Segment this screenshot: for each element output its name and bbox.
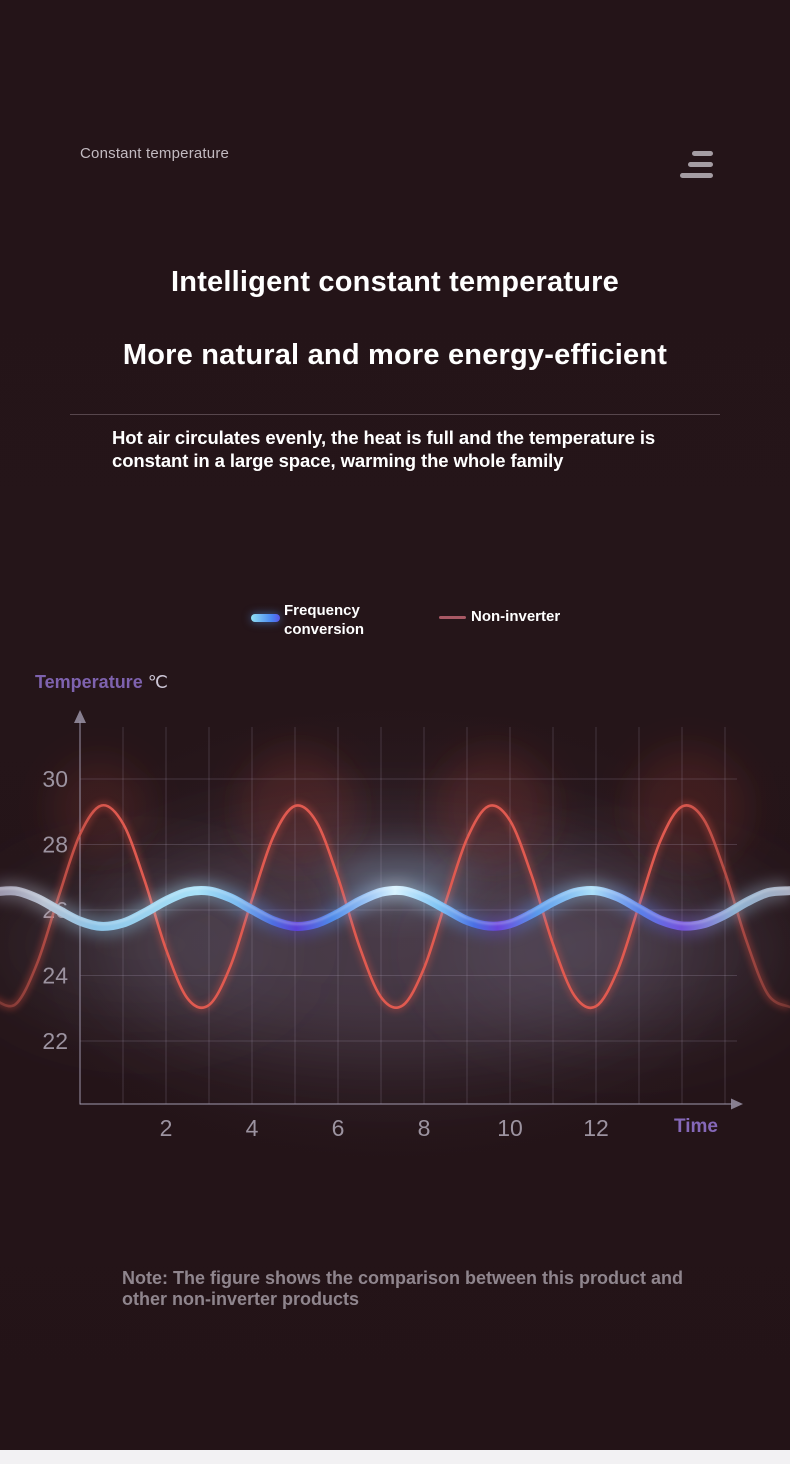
footnote-line1: Note: The figure shows the comparison be… — [122, 1268, 684, 1288]
hero-title: Intelligent constant temperature — [171, 266, 619, 298]
x-axis-title: Time — [674, 1116, 719, 1137]
series-frequency-conversion-line — [0, 885, 790, 931]
y-tick-label: 30 — [42, 766, 68, 792]
legend-frequency-label: Frequency conversion — [284, 602, 365, 638]
series-frequency-conversion-highlight — [0, 886, 790, 926]
y-tick-label: 22 — [42, 1028, 68, 1054]
x-tick-label: 4 — [246, 1115, 259, 1141]
series-non-inverter-line — [0, 803, 790, 1010]
x-tick-label: 10 — [497, 1115, 523, 1141]
x-tick-label: 8 — [418, 1115, 431, 1141]
y-tick-label: 28 — [42, 832, 68, 858]
hero-description: Hot air circulates evenly, the heat is f… — [112, 426, 712, 472]
x-tick-label: 12 — [583, 1115, 609, 1141]
legend-non-inverter-label: Non-inverter — [471, 608, 561, 625]
x-tick-label: 2 — [160, 1115, 173, 1141]
hero-subtitle: More natural and more energy-efficient — [122, 339, 668, 371]
footnote: Note: The figure shows the comparison be… — [122, 1268, 702, 1310]
legend-frequency-swatch — [251, 614, 280, 622]
divider — [70, 414, 720, 415]
y-axis-title: Temperature ℃ — [35, 672, 168, 692]
x-tick-label: 6 — [332, 1115, 345, 1141]
menu-icon[interactable] — [680, 151, 713, 179]
hero-description-line1: Hot air circulates evenly, the heat is f… — [112, 427, 656, 448]
hero-description-line2: constant in a large space, warming the w… — [112, 450, 564, 471]
home-indicator-bar — [0, 1450, 790, 1464]
chart-series — [0, 801, 790, 1012]
legend-non-inverter-swatch — [439, 616, 466, 619]
footnote-line2: other non-inverter products — [122, 1289, 360, 1309]
y-tick-label: 24 — [42, 963, 68, 989]
product-section-label: Constant temperature — [80, 145, 230, 162]
